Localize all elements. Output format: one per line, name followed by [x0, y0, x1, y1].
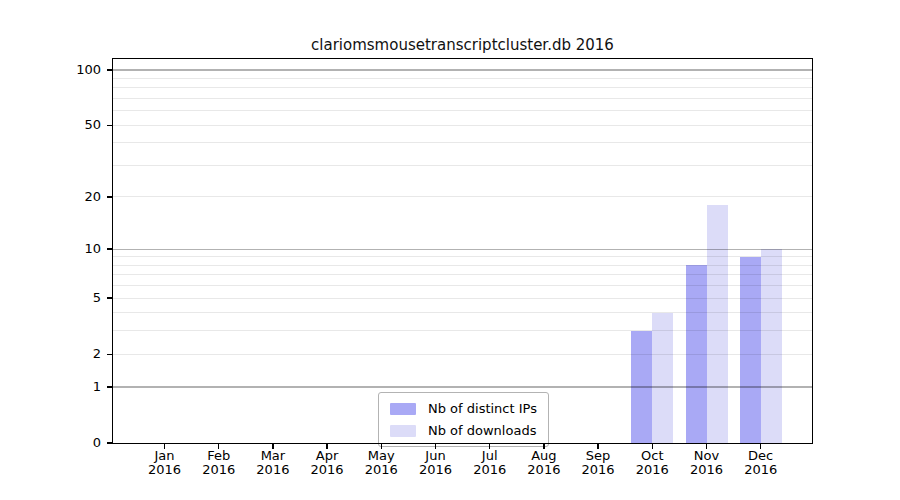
x-tick-label-6: Jul2016 — [462, 449, 518, 477]
y-tick-mark-0 — [107, 442, 113, 443]
y-tick-label-1: 1 — [55, 379, 101, 395]
gridline-major-100 — [113, 69, 812, 70]
gridline-minor-30 — [113, 165, 812, 166]
y-tick-label-10: 10 — [55, 241, 101, 257]
y-tick-label-50: 50 — [55, 117, 101, 133]
legend-label-downloads: Nb of downloads — [428, 423, 536, 438]
bar-downloads-10 — [707, 205, 728, 443]
gridline-minor-4 — [113, 312, 812, 313]
bar-downloads-9 — [652, 313, 673, 443]
y-tick-mark-5 — [107, 297, 113, 298]
download-stats-chart: { "window": { "width": 900, "height": 50… — [0, 0, 900, 500]
gridline-major-10 — [113, 249, 812, 250]
gridline-minor-40 — [113, 142, 812, 143]
gridline-minor-90 — [113, 78, 812, 79]
gridline-minor-2 — [113, 354, 812, 355]
y-tick-mark-50 — [107, 125, 113, 126]
y-tick-label-5: 5 — [55, 290, 101, 306]
x-tick-label-0: Jan2016 — [137, 449, 193, 477]
x-tick-label-11: Dec2016 — [733, 449, 789, 477]
x-tick-label-4: May2016 — [353, 449, 409, 477]
gridline-minor-70 — [113, 98, 812, 99]
y-tick-label-2: 2 — [55, 346, 101, 362]
y-tick-mark-20 — [107, 196, 113, 197]
chart-title: clariomsmousetranscriptcluster.db 2016 — [113, 36, 812, 54]
legend-swatch-distinct-ips-icon — [390, 403, 416, 415]
x-tick-label-5: Jun2016 — [408, 449, 464, 477]
gridline-minor-9 — [113, 256, 812, 257]
gridline-minor-8 — [113, 265, 812, 266]
gridline-minor-20 — [113, 196, 812, 197]
gridline-minor-3 — [113, 330, 812, 331]
legend-item-downloads: Nb of downloads — [390, 422, 537, 439]
gridline-minor-80 — [113, 87, 812, 88]
y-tick-mark-10 — [107, 248, 113, 249]
x-tick-label-8: Sep2016 — [570, 449, 626, 477]
gridline-minor-50 — [113, 125, 812, 126]
y-tick-mark-2 — [107, 354, 113, 355]
x-tick-label-7: Aug2016 — [516, 449, 572, 477]
x-tick-label-10: Nov2016 — [679, 449, 735, 477]
y-tick-label-100: 100 — [55, 62, 101, 78]
plot-area: Nb of distinct IPs Nb of downloads — [113, 59, 812, 443]
y-tick-label-20: 20 — [55, 189, 101, 205]
y-tick-mark-1 — [107, 386, 113, 387]
x-tick-label-2: Mar2016 — [245, 449, 301, 477]
legend-label-distinct-ips: Nb of distinct IPs — [428, 401, 537, 416]
gridline-major-1 — [113, 386, 812, 387]
gridline-minor-7 — [113, 274, 812, 275]
bar-downloads-11 — [761, 249, 782, 443]
x-tick-label-1: Feb2016 — [191, 449, 247, 477]
gridline-minor-5 — [113, 298, 812, 299]
legend: Nb of distinct IPs Nb of downloads — [378, 392, 549, 447]
legend-swatch-downloads-icon — [390, 425, 416, 437]
y-tick-label-0: 0 — [55, 435, 101, 451]
y-tick-mark-100 — [107, 69, 113, 70]
gridline-minor-6 — [113, 285, 812, 286]
gridline-minor-60 — [113, 110, 812, 111]
x-tick-label-9: Oct2016 — [624, 449, 680, 477]
x-tick-label-3: Apr2016 — [299, 449, 355, 477]
legend-item-distinct-ips: Nb of distinct IPs — [390, 400, 537, 417]
